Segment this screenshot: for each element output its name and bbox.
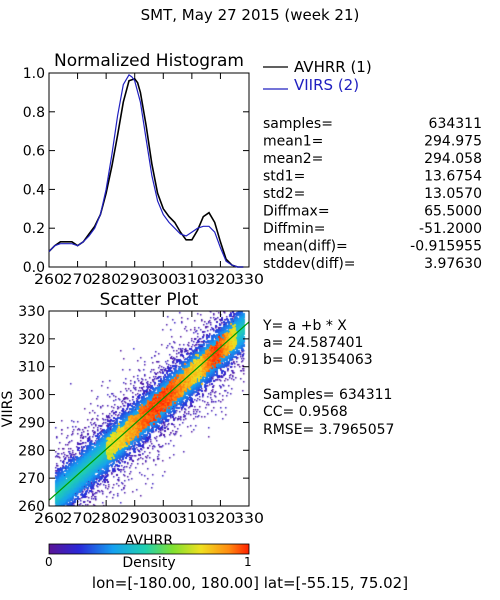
scatter-x-tick-label: 260 xyxy=(34,511,64,527)
stat-value: 13.6754 xyxy=(424,169,482,185)
histogram-x-tick-label: 260 xyxy=(34,272,64,288)
scatter-frame xyxy=(48,310,250,507)
histogram-line-viirs xyxy=(48,74,244,268)
histogram-x-tick-label: 330 xyxy=(234,272,264,288)
scatter-y-tick-label: 300 xyxy=(18,388,45,404)
regression-equation: Y= a +b * X xyxy=(262,318,347,334)
stat-value: 65.5000 xyxy=(424,204,482,220)
regression-b: b= 0.91354063 xyxy=(263,352,373,368)
histogram-chart: Normalized Histogram 0.00.20.40.60.81.0 … xyxy=(23,51,264,288)
stat-label: samples= xyxy=(263,116,333,132)
stat-value: 294.058 xyxy=(424,151,482,167)
scatter-y-tick-label: 280 xyxy=(18,443,45,459)
scatter-x-tick-label: 320 xyxy=(205,511,235,527)
stat-label: stddev(diff)= xyxy=(263,256,356,272)
histogram-y-tick-label: 0.4 xyxy=(23,182,45,198)
stat-value: 634311 xyxy=(429,116,482,132)
histogram-x-tick-label: 270 xyxy=(63,272,93,288)
scatter-y-tick-label: 260 xyxy=(18,499,45,515)
page-title: SMT, May 27 2015 (week 21) xyxy=(141,6,360,24)
regression-cc: CC= 0.9568 xyxy=(263,404,348,420)
regression-panel: Y= a +b * X a= 24.587401 b= 0.91354063 S… xyxy=(262,318,394,438)
legend-label-viirs: VIIRS (2) xyxy=(294,76,359,94)
scatter-y-tick-label: 270 xyxy=(18,471,45,487)
histogram-y-tick-label: 0.8 xyxy=(23,105,45,121)
scatter-y-axis: 260 270 280 290 300 310 320 330 xyxy=(18,304,249,515)
histogram-y-axis: 0.0 0.2 0.4 0.6 0.8 1.0 xyxy=(23,66,249,276)
histogram-x-tick-label: 290 xyxy=(120,272,150,288)
scatter-x-tick-label: 290 xyxy=(120,511,150,527)
regression-rmse: RMSE= 3.7965057 xyxy=(263,422,394,438)
scatter-y-tick-label: 330 xyxy=(18,304,45,320)
stat-label: Diffmin= xyxy=(263,221,325,237)
histogram-x-tick-label: 320 xyxy=(205,272,235,288)
histogram-line-avhrr xyxy=(48,77,244,268)
stat-label: mean2= xyxy=(263,151,323,167)
stat-label: std2= xyxy=(263,186,305,202)
scatter-x-tick-label: 310 xyxy=(177,511,207,527)
scatter-x-tick-label: 300 xyxy=(148,511,178,527)
scatter-y-label: VIIRS xyxy=(0,391,16,428)
histogram-frame xyxy=(48,72,250,268)
colorbar-label: Density xyxy=(122,555,175,571)
stat-label: mean(diff)= xyxy=(263,239,348,255)
histogram-y-tick-label: 0.0 xyxy=(23,260,45,276)
colorbar-max-label: 1 xyxy=(244,555,252,569)
histogram-y-tick-label: 0.2 xyxy=(23,221,45,237)
legend-label-avhrr: AVHRR (1) xyxy=(294,58,372,76)
regression-samples: Samples= 634311 xyxy=(263,387,392,403)
histogram-x-tick-label: 300 xyxy=(148,272,178,288)
stat-value: -51.2000 xyxy=(419,221,482,237)
scatter-x-tick-label: 330 xyxy=(234,511,264,527)
colorbar-gradient xyxy=(48,543,250,555)
scatter-y-tick-label: 290 xyxy=(18,415,45,431)
scatter-x-tick-label: 280 xyxy=(91,511,121,527)
scatter-y-tick-label: 320 xyxy=(18,332,45,348)
scatter-fit-line xyxy=(49,321,249,501)
density-colorbar: 0 Density 1 xyxy=(45,543,252,571)
histogram-y-tick-label: 0.6 xyxy=(23,144,45,160)
histogram-x-tick-label: 310 xyxy=(177,272,207,288)
histogram-title: Normalized Histogram xyxy=(54,51,244,71)
stat-label: mean1= xyxy=(263,134,323,150)
histogram-legend: AVHRR (1) VIIRS (2) xyxy=(263,58,372,94)
stat-value: 294.975 xyxy=(424,134,482,150)
scatter-title: Scatter Plot xyxy=(100,290,199,310)
stat-label: std1= xyxy=(263,169,305,185)
statistics-panel: samples= 634311 mean1= 294.975 mean2= 294.058… xyxy=(263,116,482,272)
regression-a: a= 24.587401 xyxy=(263,335,363,351)
stat-label: Diffmax= xyxy=(263,204,330,220)
scatter-density-image xyxy=(49,311,249,506)
histogram-x-tick-label: 280 xyxy=(91,272,121,288)
scatter-x-tick-label: 270 xyxy=(63,511,93,527)
footer-region: lon=[-180.00, 180.00] lat=[-55.15, 75.02… xyxy=(92,574,408,592)
scatter-y-tick-label: 310 xyxy=(18,360,45,376)
stat-value: -0.915955 xyxy=(410,239,482,255)
stat-value: 13.0570 xyxy=(424,186,482,202)
scatter-density-cloud xyxy=(49,311,249,506)
stat-value: 3.97630 xyxy=(424,256,482,272)
colorbar-min-label: 0 xyxy=(45,555,53,569)
histogram-y-tick-label: 1.0 xyxy=(23,66,45,82)
histogram-series xyxy=(48,74,244,268)
